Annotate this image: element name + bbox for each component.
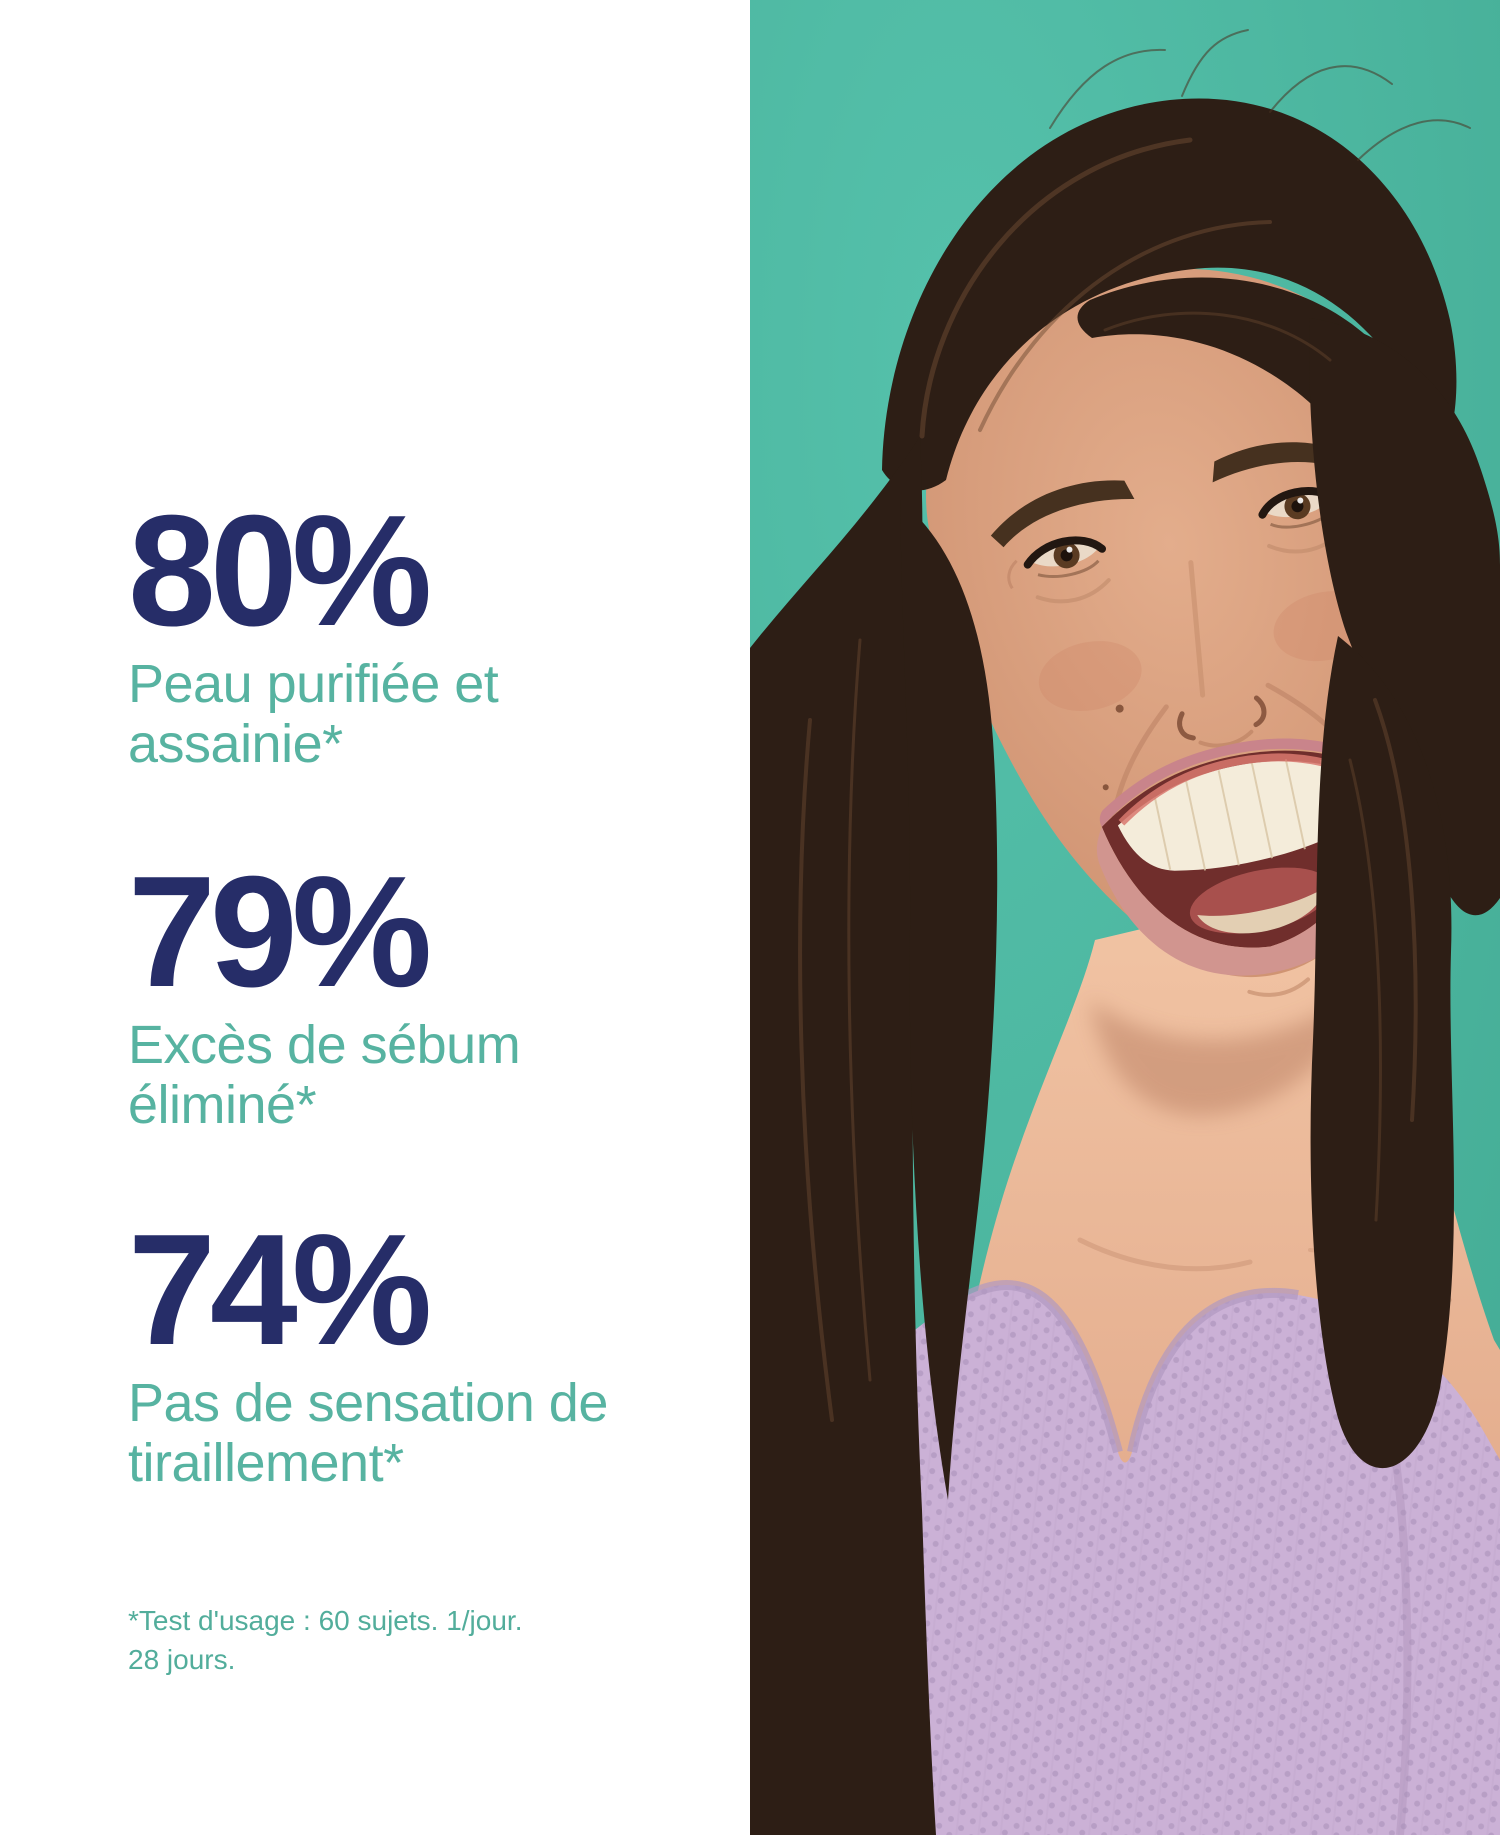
- stat-label-line: assainie*: [128, 714, 343, 774]
- stats-panel: 80% Peau purifiée et assainie* 79% Excès…: [128, 483, 608, 1679]
- beauty-mark: [1102, 784, 1109, 791]
- stat-label: Excès de sébum éliminé*: [128, 1015, 521, 1135]
- hair-flyaways: [1049, 29, 1471, 161]
- face: [926, 268, 1435, 997]
- chin-crease: [1247, 977, 1311, 997]
- eye-left: [1007, 536, 1111, 604]
- stat-label: Pas de sensation de tiraillement*: [128, 1373, 608, 1493]
- stat-value: 79%: [128, 844, 432, 1020]
- stat-label-line: Peau purifiée et: [128, 654, 499, 714]
- stat-block-purified-skin: 80% Peau purifiée et assainie*: [128, 483, 499, 774]
- hair: [750, 98, 1500, 1835]
- nose: [1177, 560, 1267, 748]
- stat-block-tightness: 74% Pas de sensation de tiraillement*: [128, 1211, 608, 1493]
- stat-label-line: éliminé*: [128, 1075, 317, 1135]
- stat-value: 80%: [128, 483, 432, 659]
- hair-highlights: [798, 137, 1418, 1422]
- stat-label: Peau purifiée et assainie*: [128, 654, 499, 774]
- stat-block-sebum: 79% Excès de sébum éliminé*: [128, 844, 521, 1135]
- footnote-line: *Test d'usage : 60 sujets. 1/jour.: [128, 1605, 523, 1636]
- stat-label-line: tiraillement*: [128, 1433, 404, 1493]
- stat-label-line: Excès de sébum: [128, 1015, 521, 1075]
- stat-label-line: Pas de sensation de: [128, 1373, 608, 1433]
- smiling-woman-illustration: [750, 0, 1500, 1835]
- usage-test-footnote: *Test d'usage : 60 sujets. 1/jour. 28 jo…: [128, 1601, 522, 1679]
- portrait-photo: [750, 0, 1500, 1835]
- stat-value: 74%: [128, 1202, 432, 1378]
- eyebrow-left: [990, 480, 1135, 548]
- footnote-line: 28 jours.: [128, 1644, 236, 1675]
- beauty-mark: [1115, 704, 1124, 713]
